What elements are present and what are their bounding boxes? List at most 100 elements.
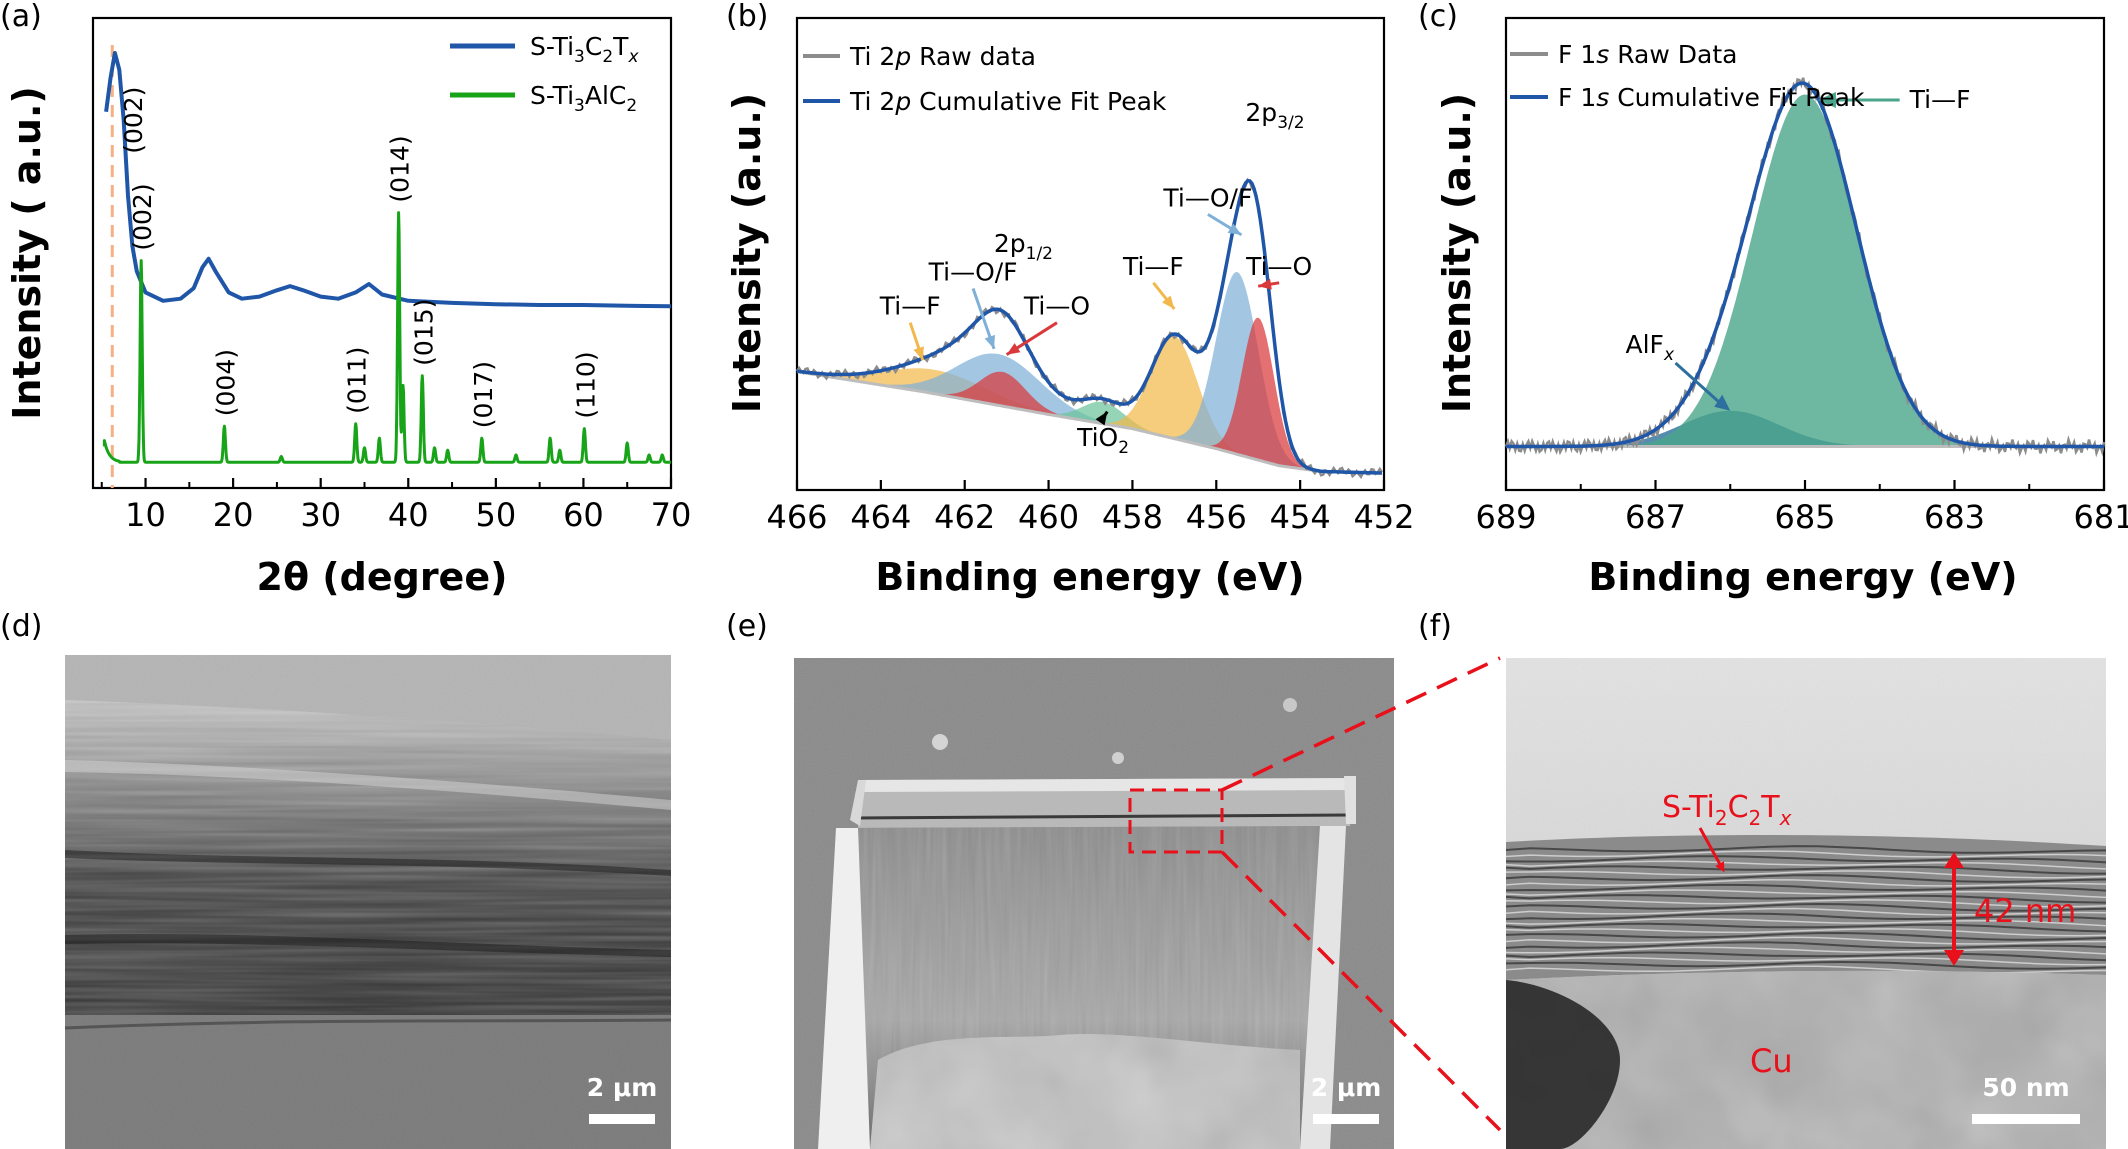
tem-lamella-line: [1505, 951, 2107, 962]
chart-b-xtick-label-460: 460: [1018, 498, 1079, 536]
chart-b-xtick-label-466: 466: [766, 498, 827, 536]
panel-label-c: (c): [1418, 0, 1458, 34]
chart-b-xtick-label-454: 454: [1270, 498, 1331, 536]
cumulative-fit-line-c: [1506, 81, 2104, 449]
scale-bar-d: [589, 1114, 655, 1124]
panel-label-b: (b): [726, 0, 768, 34]
tem-lamellae: [1505, 845, 2107, 974]
tem-lamella-line: [1505, 865, 2106, 875]
peak-label-014: (014): [386, 135, 415, 202]
chart-b-frame: [795, 16, 1386, 492]
panel-d-sem-image: 2 μm: [64, 655, 672, 1149]
tem-lamella-line: [1505, 931, 2107, 941]
legend-label-s-ti3c2tx: S-Ti3C2Tx: [530, 32, 639, 67]
peak-label-015: (015): [409, 299, 438, 366]
peak-label-017: (017): [469, 361, 498, 428]
tem-lamella-line: [1505, 960, 2107, 970]
peak-label-011: (011): [343, 347, 372, 414]
tem-lamella-line: [1505, 855, 2107, 864]
tem-lamella-line: [1505, 845, 2107, 854]
chart-a-xtick-label-30: 30: [300, 496, 341, 534]
annotation-b-4: Ti—F: [1122, 252, 1184, 281]
chart-b-xtick-label-464: 464: [850, 498, 911, 536]
chart-c-xtick-label-681: 681: [2073, 498, 2128, 536]
tem-lamella-line: [1505, 860, 2107, 870]
chart-a-xlabel: 2θ (degree): [257, 555, 508, 599]
chart-c-plot-area: Ti—F AlFx: [1504, 77, 2106, 458]
tem-lamella-line: [1505, 874, 2107, 883]
panel-label-a: (a): [0, 0, 42, 34]
chart-a-xtick-label-10: 10: [125, 496, 166, 534]
chart-c-xlabel: Binding energy (eV): [1588, 555, 2017, 599]
panel-label-f: (f): [1418, 609, 1452, 644]
chart-a-plot-area: (002) (004) (011) (014) (015) (017) (110) (002): [102, 45, 673, 488]
substrate-label: Cu: [1750, 1042, 1793, 1080]
tem-lamella-line: [1505, 946, 2107, 955]
chart-a-xtick-label-40: 40: [388, 496, 429, 534]
tem-lamella-line: [1505, 894, 2107, 904]
annotation-b-arrowhead-6: [1258, 278, 1272, 290]
tem-layer-arrow: [1698, 827, 1725, 873]
chart-a-xtick-label-60: 60: [563, 496, 604, 534]
annotation-c-alfx-arrow: [1674, 361, 1726, 408]
annotation-c-alfx: AlFx: [1626, 330, 1675, 365]
annotation-b-1: Ti—O/F: [928, 258, 1018, 287]
chart-b-x-ticks: 466 464 462 460 458 456 454 452: [766, 480, 1415, 536]
legend-label-ti2p-raw: Ti 2p Raw data: [849, 42, 1036, 71]
chart-a-frame: [91, 16, 673, 490]
scale-bar-e: [1313, 1114, 1379, 1124]
peak-label-002: (002): [128, 183, 157, 250]
annotation-c-ti-f-arrowhead: [1817, 92, 1836, 108]
legend-label-s-ti3alc2: S-Ti3AlC2: [530, 81, 637, 116]
tem-lamella-line: [1505, 922, 2107, 933]
tem-lamella-line: [1505, 902, 2107, 912]
annotation-c-alfx-arrowhead: [1714, 394, 1731, 411]
legend-label-ti2p-fit: Ti 2p Cumulative Fit Peak: [849, 87, 1167, 116]
chart-b-plot-area: Ti—FTi—O/FTi—OTiO2Ti—FTi—O/FTi—O2p1/22p3…: [795, 98, 1383, 480]
tem-lamella-line: [1505, 907, 2107, 916]
chart-c-x-ticks: 689 687 685 683 681: [1475, 480, 2128, 536]
chart-b-xtick-label-462: 462: [934, 498, 995, 536]
chart-a-ylabel: Intensity ( a.u.): [5, 86, 49, 420]
chart-b-xtick-label-452: 452: [1353, 498, 1414, 536]
chart-a-xtick-label-20: 20: [213, 496, 254, 534]
chart-b-xtick-label-458: 458: [1102, 498, 1163, 536]
tem-lamella-line: [1505, 928, 2107, 937]
peak-label-002-mxene: (002): [119, 87, 148, 154]
annotation-b-8: 2p3/2: [1245, 98, 1304, 133]
chart-c-ylabel: Intensity (a.u.): [1435, 93, 1479, 413]
chart-c-legend: F 1s Raw Data F 1s Cumulative Fit Peak: [1510, 40, 1865, 112]
tem-lamella-line: [1505, 956, 2107, 966]
panel-a-chart: 10 20 30 40 50 60 70 (002) (004) (011) (014) (015)…: [5, 16, 691, 599]
chart-c-xtick-label-687: 687: [1625, 498, 1686, 536]
annotation-b-3: TiO2: [1076, 423, 1129, 458]
background-line: [796, 370, 1382, 475]
panel-e-sem-image: 2 μm: [794, 658, 1394, 1149]
annotation-b-arrowhead-5: [1227, 223, 1242, 235]
chart-b-xlabel: Binding energy (eV): [875, 555, 1304, 599]
tem-lamella-line: [1505, 912, 2107, 921]
scale-bar-e-label: 2 μm: [1311, 1073, 1382, 1102]
panel-b-chart: Ti—FTi—O/FTi—OTiO2Ti—FTi—O/FTi—O2p1/22p3…: [725, 16, 1415, 599]
legend-label-f1s-raw: F 1s Raw Data: [1558, 40, 1737, 69]
panel-label-d: (d): [0, 609, 42, 644]
chart-b-xtick-label-456: 456: [1186, 498, 1247, 536]
tem-lamella-line: [1505, 941, 2107, 950]
peak-label-110: (110): [571, 351, 600, 418]
chart-a-xtick-label-50: 50: [475, 496, 516, 534]
scale-bar-d-label: 2 μm: [587, 1073, 658, 1102]
annotation-b-2: Ti—O: [1023, 292, 1090, 321]
scale-bar-f-label: 50 nm: [1982, 1073, 2069, 1102]
annotation-b-arrowhead-3: [1095, 411, 1108, 426]
annotation-b-arrowhead-1: [984, 334, 995, 349]
chart-c-xtick-label-683: 683: [1924, 498, 1985, 536]
tem-lamella-line: [1505, 936, 2107, 945]
chart-c-xtick-label-685: 685: [1774, 498, 1835, 536]
chart-b-legend: Ti 2p Raw data Ti 2p Cumulative Fit Peak: [803, 42, 1167, 116]
raw-data-line-c: [1504, 77, 2106, 458]
tem-lamella-line: [1505, 870, 2107, 879]
annotation-b-5: Ti—O/F: [1162, 183, 1252, 212]
series-s-ti3c2tx-line: [104, 51, 672, 309]
peak-label-004: (004): [211, 349, 240, 416]
